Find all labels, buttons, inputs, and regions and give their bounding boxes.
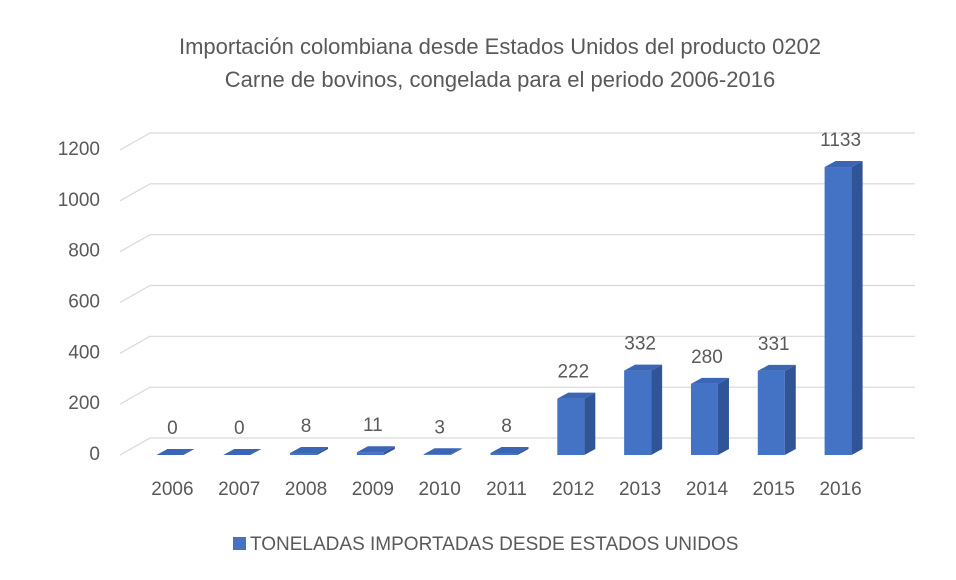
grid-line [119, 132, 915, 151]
bar-top [423, 448, 462, 455]
bar-front [757, 370, 785, 455]
bar-top [156, 449, 195, 455]
chart-title: Carne de bovinos, congelada para el peri… [225, 67, 775, 92]
data-label: 0 [234, 418, 245, 439]
bar-side [784, 364, 796, 455]
bar-top [690, 377, 729, 384]
bar-front [356, 452, 384, 455]
bar-front [423, 454, 451, 455]
x-tick-label: 2008 [285, 479, 327, 500]
bar-front [624, 370, 652, 455]
grid-line [119, 284, 915, 304]
bar-top [356, 446, 395, 453]
y-tick-label: 800 [68, 241, 100, 262]
y-tick-label: 0 [89, 444, 100, 465]
bar-side [383, 446, 395, 455]
bar-front [290, 452, 318, 455]
x-tick-label: 2012 [552, 479, 594, 500]
bar-side [651, 364, 663, 455]
bar-front [557, 398, 585, 455]
y-tick-label: 200 [68, 393, 100, 414]
data-label: 331 [758, 334, 790, 355]
bar-top [290, 446, 329, 453]
grid-line [119, 183, 915, 202]
bar-side [851, 161, 863, 455]
x-tick-label: 2016 [819, 479, 861, 500]
grid-line [119, 335, 915, 354]
bar-top [757, 364, 796, 371]
bar-top [557, 392, 596, 399]
y-tick-label: 1000 [58, 190, 100, 211]
legend-label: TONELADAS IMPORTADAS DESDE ESTADOS UNIDO… [250, 534, 738, 555]
data-label: 11 [363, 415, 383, 436]
data-label: 3 [434, 417, 445, 438]
bar-front [690, 383, 718, 455]
bar-side [317, 446, 329, 455]
x-tick-label: 2015 [753, 479, 795, 500]
bar-side [450, 448, 462, 455]
chart-title: Importación colombiana desde Estados Uni… [179, 34, 821, 59]
x-tick-label: 2009 [352, 479, 394, 500]
x-tick-label: 2007 [218, 479, 260, 500]
bar-side [584, 392, 596, 455]
bar-side [517, 446, 529, 455]
bar-side [717, 377, 729, 455]
y-tick-label: 1200 [58, 139, 100, 160]
grid-line [119, 234, 915, 253]
x-tick-label: 2011 [486, 479, 527, 500]
data-label: 8 [501, 416, 512, 437]
x-tick-label: 2013 [619, 479, 661, 500]
bar-front [490, 452, 518, 455]
data-label: 332 [624, 334, 656, 355]
data-label: 1133 [820, 130, 861, 151]
bar-front [824, 167, 852, 455]
data-label: 280 [691, 347, 723, 368]
x-tick-label: 2006 [151, 479, 193, 500]
legend-swatch [233, 537, 246, 550]
data-label: 222 [557, 362, 589, 383]
bar-top [824, 161, 863, 168]
y-tick-label: 400 [68, 342, 100, 363]
x-tick-label: 2014 [686, 479, 729, 500]
bar-top [624, 364, 663, 371]
data-label: 8 [301, 416, 312, 437]
bar-top [490, 446, 529, 453]
x-tick-label: 2010 [419, 479, 461, 500]
y-tick-label: 600 [68, 292, 100, 313]
bar-top [223, 449, 262, 455]
data-label: 0 [167, 418, 178, 439]
